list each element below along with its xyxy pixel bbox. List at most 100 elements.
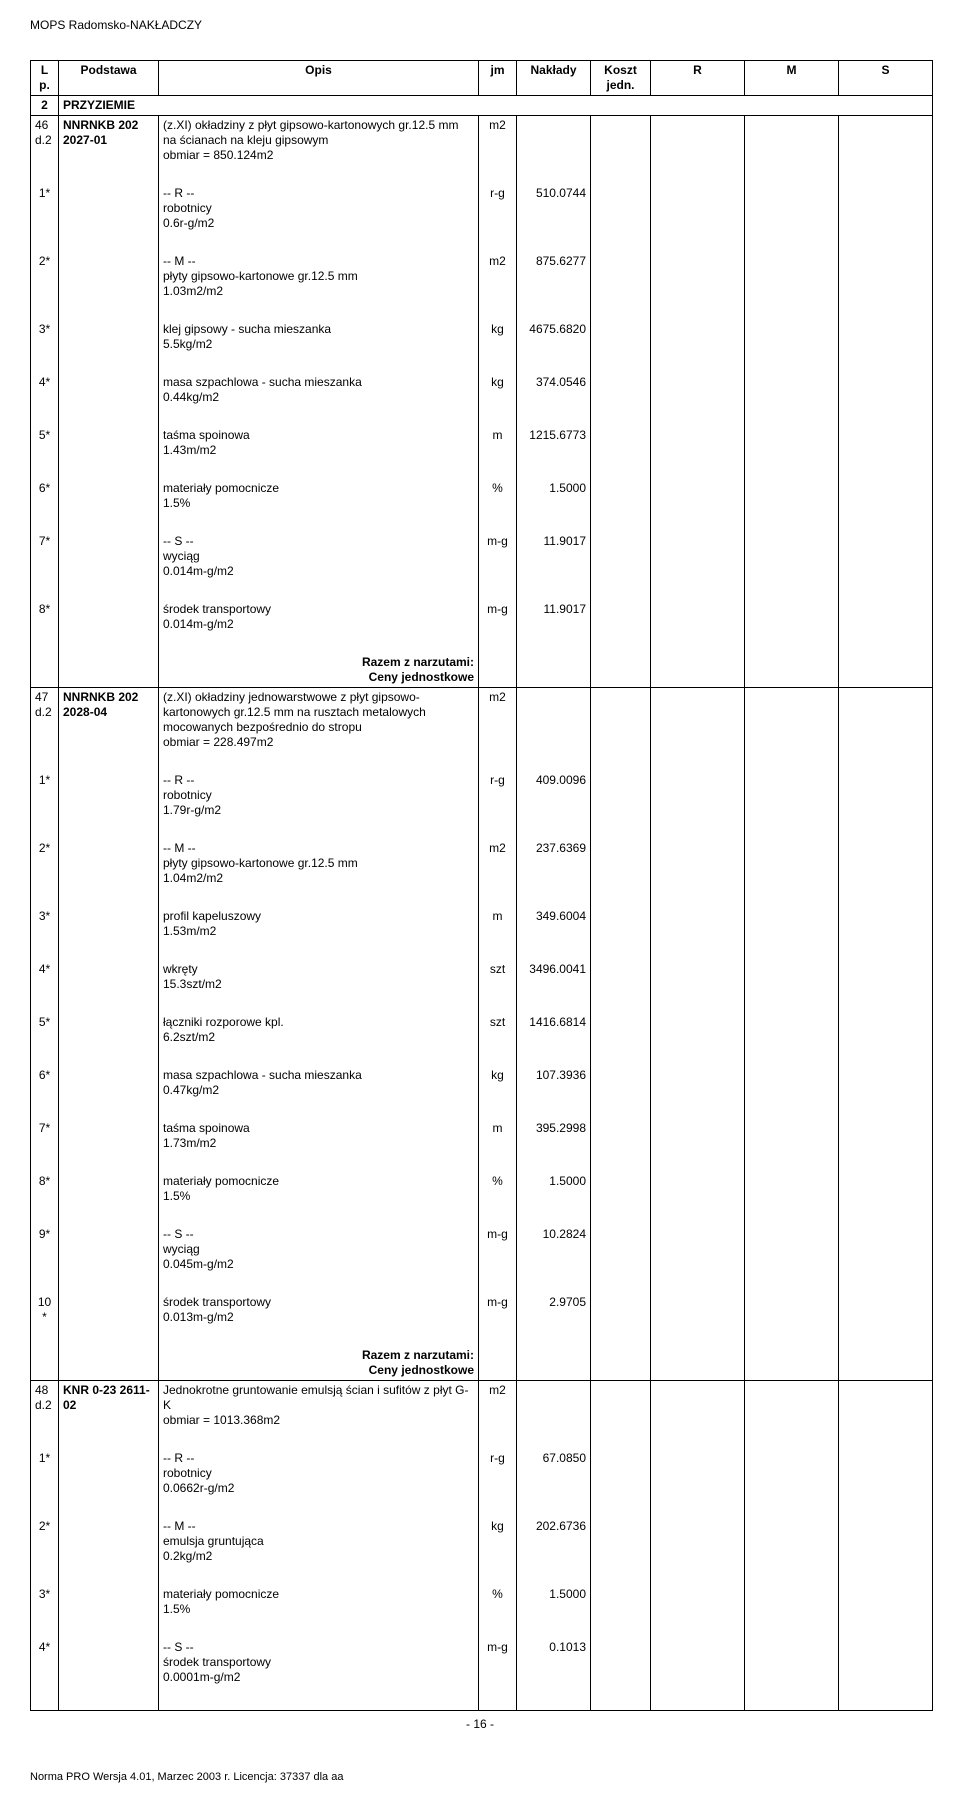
row-pod: [59, 1585, 159, 1619]
detail-row: 1*-- R --robotnicy0.0662r-g/m2r-g67.0850: [31, 1449, 933, 1498]
row-opis: łączniki rozporowe kpl.6.2szt/m2: [159, 1013, 479, 1047]
row-val: 11.9017: [517, 532, 591, 581]
spacer-row: [31, 634, 933, 653]
item-m: [745, 688, 839, 753]
row-pod: [59, 320, 159, 354]
item-koszt: [591, 688, 651, 753]
detail-row: 1*-- R --robotnicy0.6r-g/m2r-g510.0744: [31, 184, 933, 233]
item-podstawa: NNRNKB 202 2027-01: [59, 116, 159, 166]
item-lp: 46 d.2: [31, 116, 59, 166]
detail-row: 4*masa szpachlowa - sucha mieszanka0.44k…: [31, 373, 933, 407]
row-opis: środek transportowy0.014m-g/m2: [159, 600, 479, 634]
spacer-row: [31, 1687, 933, 1706]
item-r: [651, 1381, 745, 1431]
item-opis: Jednokrotne gruntowanie emulsją ścian i …: [159, 1381, 479, 1431]
row-val: 510.0744: [517, 184, 591, 233]
detail-row: 10 *środek transportowy0.013m-g/m2m-g2.9…: [31, 1293, 933, 1327]
row-opis: taśma spoinowa1.43m/m2: [159, 426, 479, 460]
row-mark: 1*: [31, 771, 59, 820]
row-val: 10.2824: [517, 1225, 591, 1274]
spacer-row: [31, 1327, 933, 1346]
spacer-row: [31, 1619, 933, 1638]
row-jm: %: [479, 1172, 517, 1206]
item-jm: m2: [479, 1381, 517, 1431]
row-mark: 10 *: [31, 1293, 59, 1327]
row-pod: [59, 1293, 159, 1327]
spacer-row: [31, 888, 933, 907]
row-pod: [59, 184, 159, 233]
spacer-row: [31, 354, 933, 373]
item-opis: (z.XI) okładziny jednowarstwowe z płyt g…: [159, 688, 479, 753]
row-opis: -- M --emulsja gruntująca0.2kg/m2: [159, 1517, 479, 1566]
spacer-row: [31, 1100, 933, 1119]
item-nak: [517, 688, 591, 753]
detail-row: 8*środek transportowy0.014m-g/m2m-g11.90…: [31, 600, 933, 634]
detail-row: 8*materiały pomocnicze1.5%%1.5000: [31, 1172, 933, 1206]
spacer-row: [31, 581, 933, 600]
spacer-row: [31, 752, 933, 771]
col-lp: L p.: [31, 61, 59, 96]
row-pod: [59, 1172, 159, 1206]
row-mark: 7*: [31, 532, 59, 581]
row-val: 1.5000: [517, 1172, 591, 1206]
item-lp: 47 d.2: [31, 688, 59, 753]
row-jm: %: [479, 1585, 517, 1619]
detail-row: 3*materiały pomocnicze1.5%%1.5000: [31, 1585, 933, 1619]
row-mark: 7*: [31, 1119, 59, 1153]
item-row: 46 d.2NNRNKB 202 2027-01(z.XI) okładziny…: [31, 116, 933, 166]
row-mark: 2*: [31, 1517, 59, 1566]
row-pod: [59, 1517, 159, 1566]
item-koszt: [591, 1381, 651, 1431]
row-val: 3496.0041: [517, 960, 591, 994]
row-opis: taśma spoinowa1.73m/m2: [159, 1119, 479, 1153]
section-title: PRZYZIEMIE: [59, 96, 933, 116]
row-pod: [59, 1638, 159, 1687]
item-s: [839, 1381, 933, 1431]
detail-row: 7*-- S --wyciąg0.014m-g/m2m-g11.9017: [31, 532, 933, 581]
row-mark: 4*: [31, 1638, 59, 1687]
row-mark: 3*: [31, 320, 59, 354]
row-pod: [59, 252, 159, 301]
col-s: S: [839, 61, 933, 96]
row-opis: materiały pomocnicze1.5%: [159, 1172, 479, 1206]
row-val: 237.6369: [517, 839, 591, 888]
row-mark: 4*: [31, 373, 59, 407]
row-opis: -- R --robotnicy0.0662r-g/m2: [159, 1449, 479, 1498]
row-val: 409.0096: [517, 771, 591, 820]
item-s: [839, 688, 933, 753]
item-r: [651, 116, 745, 166]
row-mark: 6*: [31, 479, 59, 513]
spacer-row: [31, 460, 933, 479]
row-mark: 2*: [31, 839, 59, 888]
row-pod: [59, 1119, 159, 1153]
row-pod: [59, 600, 159, 634]
detail-row: 2*-- M --płyty gipsowo-kartonowe gr.12.5…: [31, 252, 933, 301]
row-val: 395.2998: [517, 1119, 591, 1153]
row-opis: -- M --płyty gipsowo-kartonowe gr.12.5 m…: [159, 839, 479, 888]
detail-row: 9*-- S --wyciąg0.045m-g/m2m-g10.2824: [31, 1225, 933, 1274]
row-mark: 5*: [31, 426, 59, 460]
table-header-row: L p. Podstawa Opis jm Nakłady Koszt jedn…: [31, 61, 933, 96]
item-m: [745, 116, 839, 166]
detail-row: 4*wkręty15.3szt/m2szt3496.0041: [31, 960, 933, 994]
item-row: 47 d.2NNRNKB 202 2028-04(z.XI) okładziny…: [31, 688, 933, 753]
doc-title: MOPS Radomsko-NAKŁADCZY: [30, 18, 930, 32]
detail-row: 6*masa szpachlowa - sucha mieszanka0.47k…: [31, 1066, 933, 1100]
row-jm: m-g: [479, 1293, 517, 1327]
spacer-row: [31, 1430, 933, 1449]
row-val: 202.6736: [517, 1517, 591, 1566]
row-opis: materiały pomocnicze1.5%: [159, 1585, 479, 1619]
section-row: 2PRZYZIEMIE: [31, 96, 933, 116]
cost-table: L p. Podstawa Opis jm Nakłady Koszt jedn…: [30, 60, 933, 1711]
detail-row: 4*-- S --środek transportowy0.0001m-g/m2…: [31, 1638, 933, 1687]
item-jm: m2: [479, 116, 517, 166]
item-r: [651, 688, 745, 753]
row-pod: [59, 907, 159, 941]
row-jm: r-g: [479, 184, 517, 233]
detail-row: 3*profil kapeluszowy1.53m/m2m349.6004: [31, 907, 933, 941]
row-mark: 4*: [31, 960, 59, 994]
spacer-row: [31, 1206, 933, 1225]
row-mark: 3*: [31, 1585, 59, 1619]
row-val: 11.9017: [517, 600, 591, 634]
row-jm: kg: [479, 1517, 517, 1566]
